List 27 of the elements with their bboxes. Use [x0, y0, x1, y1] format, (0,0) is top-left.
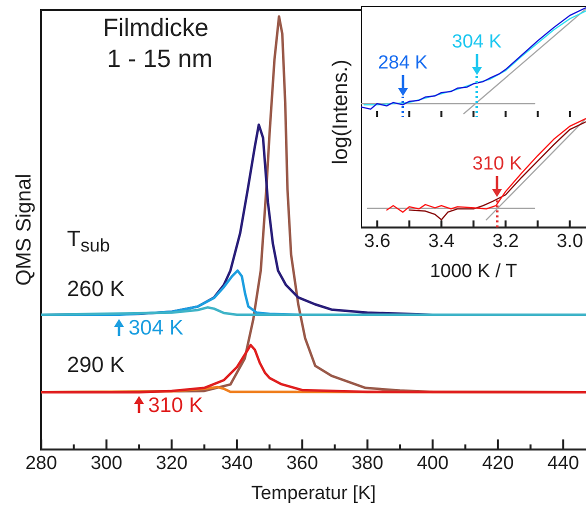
- annotation: 290 K: [67, 352, 124, 378]
- x-tick-label: 3.6: [364, 231, 390, 252]
- x-tick-label: 380: [352, 453, 384, 474]
- ref-line-label: 304 K: [452, 32, 502, 53]
- annotation: T$_{sub}$: [67, 226, 110, 256]
- ref-line-label: 310 K: [472, 153, 522, 174]
- x-tick-label: 440: [547, 453, 580, 474]
- x-tick-label: 3.4: [428, 231, 456, 252]
- x-tick-label: 3.0: [556, 231, 584, 252]
- annotation: 1 - 15 nm: [107, 45, 213, 74]
- x-tick-label: 360: [286, 453, 318, 474]
- x-tick-label: 320: [156, 453, 188, 474]
- x-tick-label: 400: [416, 453, 449, 474]
- x-tick-label: 420: [482, 453, 514, 474]
- y-axis-title: QMS Signal: [12, 174, 36, 286]
- ref-line-label: 284 K: [378, 52, 428, 74]
- x-tick-label: 340: [221, 453, 253, 474]
- annotation: 304 K: [128, 316, 184, 340]
- x-tick-label: 3.2: [492, 231, 519, 252]
- x-axis-title: Temperatur [K]: [251, 482, 376, 504]
- annotation: Filmdicke: [103, 14, 209, 43]
- annotation: 310 K: [148, 394, 203, 418]
- y-axis-title: log(Intens.): [329, 59, 353, 165]
- x-tick-label: 280: [25, 453, 58, 474]
- annotation: 260 K: [67, 276, 124, 302]
- x-tick-label: 300: [90, 453, 122, 474]
- x-axis-title: 1000 K / T: [430, 260, 518, 282]
